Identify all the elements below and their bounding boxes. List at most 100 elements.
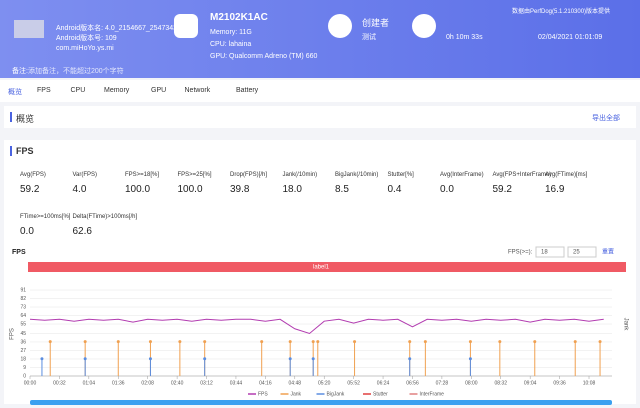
tab[interactable]: GPU: [151, 87, 167, 94]
stat-label: Var(FPS): [72, 172, 98, 178]
y-tick-label: 18: [20, 356, 26, 362]
chart-title: FPS: [12, 249, 26, 256]
event-dot: [533, 340, 537, 344]
x-tick-label: 09:36: [553, 380, 566, 386]
creator: 测试: [362, 34, 376, 41]
x-tick-label: 03:44: [230, 380, 243, 386]
threshold-label: FPS(>=):: [508, 250, 533, 256]
stat-value: 0.0: [20, 226, 34, 237]
threshold-value: 18: [541, 250, 548, 256]
threshold-input: [567, 246, 597, 258]
stat-value: 18.0: [282, 184, 302, 195]
stat-value: 100.0: [177, 184, 203, 195]
event-dot: [83, 340, 87, 344]
x-tick-label: 05:20: [318, 380, 331, 386]
y-tick-label: 64: [20, 313, 26, 319]
legend-label: Stutter: [373, 391, 388, 397]
x-tick-label: 01:36: [112, 380, 125, 386]
tab[interactable]: FPS: [37, 87, 51, 94]
y2-axis-label: Jank: [622, 318, 628, 332]
y-tick-label: 45: [20, 331, 26, 337]
event-dot: [40, 357, 44, 361]
device-name: M2102K1AC: [210, 12, 268, 23]
x-tick-label: 04:48: [289, 380, 302, 386]
stat-value: 0.0: [440, 184, 454, 195]
stat-label: BigJank(/10min): [335, 172, 379, 178]
device-info-line: Memory: 11G: [210, 29, 252, 36]
app-info-line: com.miHoYo.ys.mi: [56, 45, 114, 52]
tab[interactable]: 概览: [8, 89, 22, 96]
date: 02/04/2021 01:01:09: [538, 34, 603, 41]
y-axis-label: FPS: [10, 328, 16, 340]
stat-label: Avg(FPS+InterFrame): [492, 172, 552, 178]
legend-label: BigJank: [327, 391, 345, 397]
note: 添加备注，不能超过200个字符: [28, 68, 124, 75]
clock-icon: [412, 14, 436, 38]
app-info-line: Android版本号: 109: [56, 35, 117, 42]
export-button[interactable]: 导出全部: [592, 115, 620, 122]
scrollbar: [30, 400, 612, 405]
tab[interactable]: Memory: [104, 87, 130, 94]
stat-label: Avg(FTime)[ms]: [545, 172, 588, 178]
y-tick-label: 0: [23, 373, 26, 379]
event-dot: [178, 340, 182, 344]
fps-line: [29, 318, 604, 335]
event-dot: [573, 340, 577, 344]
event-dot: [423, 340, 427, 344]
event-dot: [288, 340, 292, 344]
stat-value: 59.2: [20, 184, 40, 195]
event-dot: [48, 340, 52, 344]
stat-label: Stutter[%]: [387, 172, 414, 178]
tab[interactable]: Battery: [236, 87, 259, 94]
x-tick-label: 02:40: [171, 380, 184, 386]
provider: 数据由PerfDog(5.1.210300)版本提供: [512, 9, 611, 15]
tab[interactable]: Network: [184, 87, 211, 94]
stat-value: 62.6: [72, 226, 92, 237]
x-tick-label: 05:52: [347, 380, 360, 386]
label-band: [28, 262, 626, 272]
device-info-line: CPU: lahaina: [210, 41, 252, 48]
stat-label: Drop(FPS)[/h]: [230, 172, 268, 178]
y-tick-label: 73: [20, 304, 26, 310]
label-band-text: label1: [313, 265, 330, 271]
legend-label: FPS: [258, 391, 268, 397]
threshold-value: 25: [573, 250, 580, 256]
stat-label: FPS>=18[%]: [125, 172, 160, 178]
x-tick-label: 04:16: [259, 380, 272, 386]
y-tick-label: 9: [23, 365, 26, 371]
x-tick-label: 08:00: [465, 380, 478, 386]
x-tick-label: 02:08: [141, 380, 154, 386]
x-tick-label: 10:08: [583, 380, 596, 386]
stat-value: 59.2: [492, 184, 512, 195]
event-dot: [148, 357, 152, 361]
legend-label: InterFrame: [420, 391, 445, 397]
y-tick-label: 82: [20, 296, 26, 302]
event-dot: [408, 340, 412, 344]
tab[interactable]: CPU: [70, 87, 86, 94]
stat-label: Delta(FTime)>100ms[/h]: [72, 214, 138, 220]
x-tick-label: 08:32: [494, 380, 507, 386]
event-dot: [203, 357, 207, 361]
event-dot: [116, 340, 120, 344]
event-dot: [203, 340, 207, 344]
stat-value: 0.4: [387, 184, 402, 195]
reset-button[interactable]: 重置: [602, 248, 614, 256]
note-label: 备注:: [12, 68, 28, 75]
x-tick-label: 00:32: [53, 380, 66, 386]
app-info: Android版本名: 4.0_2154667_2547343 Android版…: [56, 24, 177, 54]
stat-value: 39.8: [230, 184, 250, 195]
creator-label: 创建者: [362, 18, 390, 28]
overview-title: 概览: [16, 114, 35, 124]
y-tick-label: 36: [20, 339, 26, 345]
event-dot: [353, 340, 357, 344]
x-tick-label: 03:12: [200, 380, 213, 386]
device-info: Memory: 11G CPU: lahaina GPU: Qualcomm A…: [210, 27, 317, 63]
x-tick-label: 00:00: [24, 380, 37, 386]
x-tick-label: 06:56: [406, 380, 419, 386]
event-dot: [498, 340, 502, 344]
accent: [10, 112, 12, 122]
event-dot: [311, 357, 315, 361]
event-dot: [83, 357, 87, 361]
chart: FPS FPS(>=): 18 25 重置label1FPSJank0918273645…: [10, 246, 628, 405]
device-info-line: GPU: Qualcomm Adreno (TM) 660: [210, 53, 318, 60]
